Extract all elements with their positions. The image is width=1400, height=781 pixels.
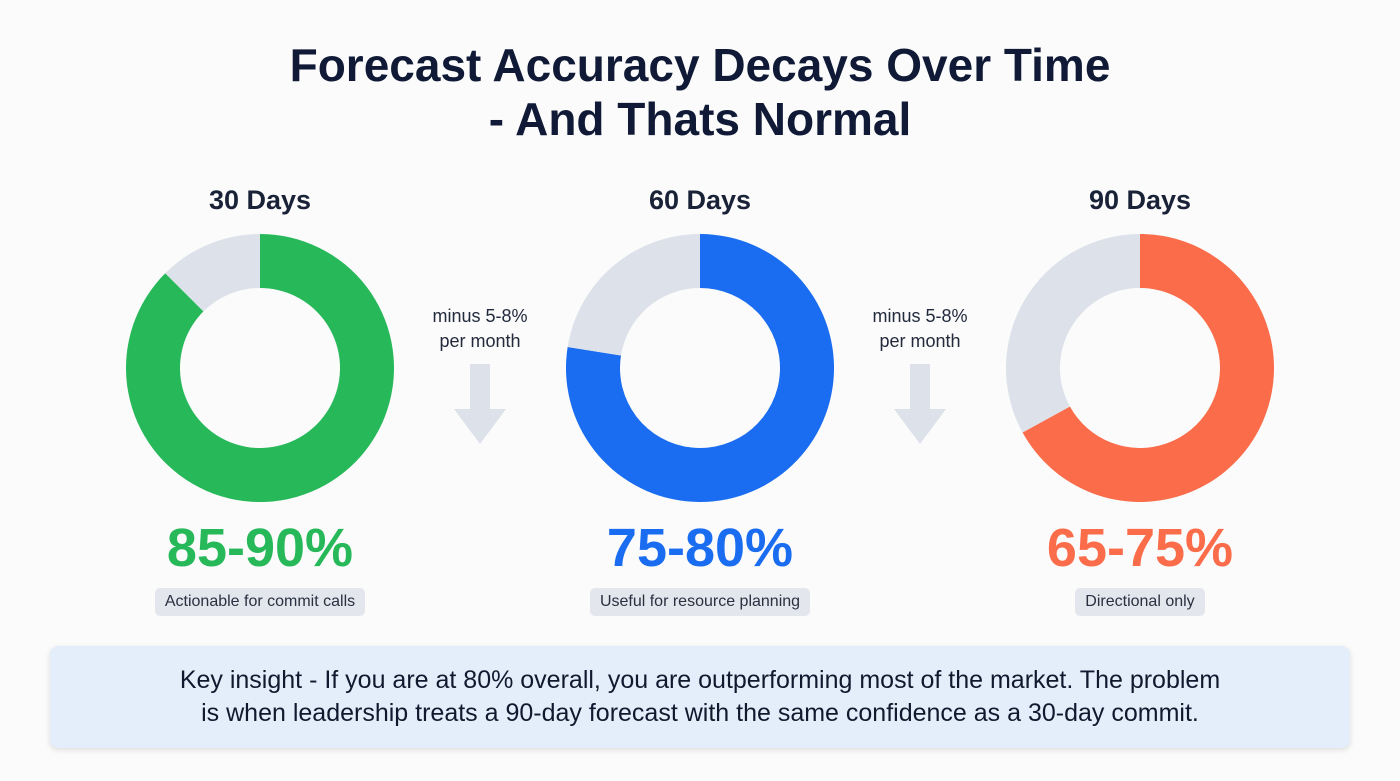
down-arrow-icon bbox=[454, 364, 506, 444]
page-title: Forecast Accuracy Decays Over Time - And… bbox=[0, 38, 1400, 146]
title-line-1: Forecast Accuracy Decays Over Time bbox=[289, 39, 1111, 91]
down-arrow-icon bbox=[894, 364, 946, 444]
insight-line-1: Key insight - If you are at 80% overall,… bbox=[179, 666, 1221, 694]
decay-annotation: minus 5-8% per month bbox=[840, 304, 1000, 446]
decay-text: per month bbox=[439, 331, 521, 351]
caption-pill: Directional only bbox=[1075, 588, 1205, 616]
donut-chart bbox=[1006, 234, 1274, 502]
donut-60-days: 60 Days 75-80% Useful for resource plann… bbox=[540, 180, 860, 616]
accuracy-range: 75-80% bbox=[606, 518, 794, 578]
donut-remainder-segment bbox=[165, 234, 260, 312]
accuracy-range: 65-75% bbox=[1046, 518, 1234, 578]
donut-chart bbox=[126, 234, 394, 502]
donut-30-days: 30 Days 85-90% Actionable for commit cal… bbox=[100, 180, 420, 616]
donut-remainder-segment bbox=[567, 234, 700, 356]
donut-chart bbox=[566, 234, 834, 502]
donut-90-days: 90 Days 65-75% Directional only bbox=[980, 180, 1300, 616]
caption-pill: Useful for resource planning bbox=[589, 588, 811, 616]
decay-annotation: minus 5-8% per month bbox=[400, 304, 560, 446]
caption-pill: Actionable for commit calls bbox=[154, 588, 366, 616]
donut-label: 30 Days bbox=[208, 185, 312, 215]
decay-text: per month bbox=[879, 331, 961, 351]
decay-text: minus 5-8% bbox=[432, 306, 528, 326]
accuracy-range: 85-90% bbox=[166, 518, 354, 578]
donut-value-segment bbox=[1022, 234, 1274, 502]
title-line-2: - And Thats Normal bbox=[488, 93, 912, 145]
donut-remainder-segment bbox=[1006, 234, 1140, 433]
insight-line-2: is when leadership treats a 90-day forec… bbox=[201, 699, 1199, 727]
key-insight-box: Key insight - If you are at 80% overall,… bbox=[50, 646, 1350, 748]
donut-value-segment bbox=[566, 234, 834, 502]
donut-value-segment bbox=[126, 234, 394, 502]
donut-label: 90 Days bbox=[1088, 185, 1192, 215]
donut-label: 60 Days bbox=[648, 185, 752, 215]
decay-text: minus 5-8% bbox=[872, 306, 968, 326]
